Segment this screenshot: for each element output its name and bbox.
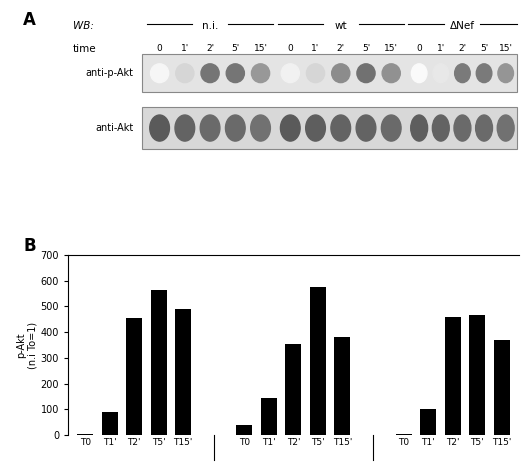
Text: n.i.: n.i.: [202, 21, 219, 31]
Ellipse shape: [225, 115, 245, 141]
FancyBboxPatch shape: [143, 55, 517, 92]
Ellipse shape: [281, 64, 299, 82]
Text: 2': 2': [337, 44, 345, 53]
Text: ΔNef: ΔNef: [450, 21, 475, 31]
Text: 5': 5': [231, 44, 239, 53]
Bar: [310, 287, 326, 435]
Text: 15': 15': [384, 44, 398, 53]
Text: 2': 2': [458, 44, 466, 53]
Ellipse shape: [432, 115, 449, 141]
FancyBboxPatch shape: [143, 107, 517, 149]
Text: 1': 1': [311, 44, 320, 53]
Text: B: B: [23, 237, 36, 255]
Ellipse shape: [280, 115, 300, 141]
Bar: [286, 344, 301, 435]
Ellipse shape: [498, 64, 514, 82]
Text: anti-Akt: anti-Akt: [95, 123, 134, 133]
Ellipse shape: [455, 64, 470, 82]
Bar: [494, 340, 509, 435]
Ellipse shape: [454, 115, 471, 141]
Bar: [151, 290, 167, 435]
Bar: [175, 309, 191, 435]
Ellipse shape: [200, 115, 220, 141]
Text: A: A: [23, 11, 36, 29]
Text: 2': 2': [206, 44, 214, 53]
Text: 0: 0: [416, 44, 422, 53]
Ellipse shape: [476, 115, 493, 141]
Ellipse shape: [175, 115, 195, 141]
Bar: [236, 425, 253, 435]
Ellipse shape: [201, 64, 219, 82]
Text: 0: 0: [157, 44, 162, 53]
Text: wt: wt: [334, 21, 347, 31]
Bar: [334, 338, 351, 435]
Y-axis label: p-Akt
(n.i To=1): p-Akt (n.i To=1): [16, 321, 38, 369]
Text: 15': 15': [499, 44, 512, 53]
Ellipse shape: [433, 64, 449, 82]
Text: anti-p-Akt: anti-p-Akt: [85, 68, 134, 78]
Ellipse shape: [411, 64, 427, 82]
Ellipse shape: [305, 115, 325, 141]
Ellipse shape: [252, 64, 270, 82]
Ellipse shape: [331, 115, 351, 141]
Ellipse shape: [307, 64, 324, 82]
Text: time: time: [73, 44, 96, 54]
Ellipse shape: [150, 64, 169, 82]
Text: 5': 5': [362, 44, 370, 53]
Ellipse shape: [411, 115, 428, 141]
Ellipse shape: [382, 64, 400, 82]
Ellipse shape: [150, 115, 169, 141]
Text: 1': 1': [436, 44, 445, 53]
Text: WB:: WB:: [73, 21, 93, 31]
Bar: [261, 398, 277, 435]
Ellipse shape: [497, 115, 514, 141]
Ellipse shape: [176, 64, 194, 82]
Text: 15': 15': [254, 44, 268, 53]
Ellipse shape: [250, 115, 270, 141]
Bar: [396, 434, 412, 435]
Ellipse shape: [381, 115, 401, 141]
Bar: [469, 315, 485, 435]
Ellipse shape: [356, 115, 376, 141]
Bar: [78, 434, 93, 435]
Text: 5': 5': [480, 44, 488, 53]
Bar: [126, 318, 142, 435]
Bar: [102, 412, 118, 435]
Ellipse shape: [332, 64, 350, 82]
Text: 1': 1': [181, 44, 189, 53]
Ellipse shape: [476, 64, 492, 82]
Bar: [445, 317, 461, 435]
Text: 0: 0: [287, 44, 293, 53]
Bar: [420, 409, 436, 435]
Ellipse shape: [357, 64, 375, 82]
Ellipse shape: [226, 64, 244, 82]
